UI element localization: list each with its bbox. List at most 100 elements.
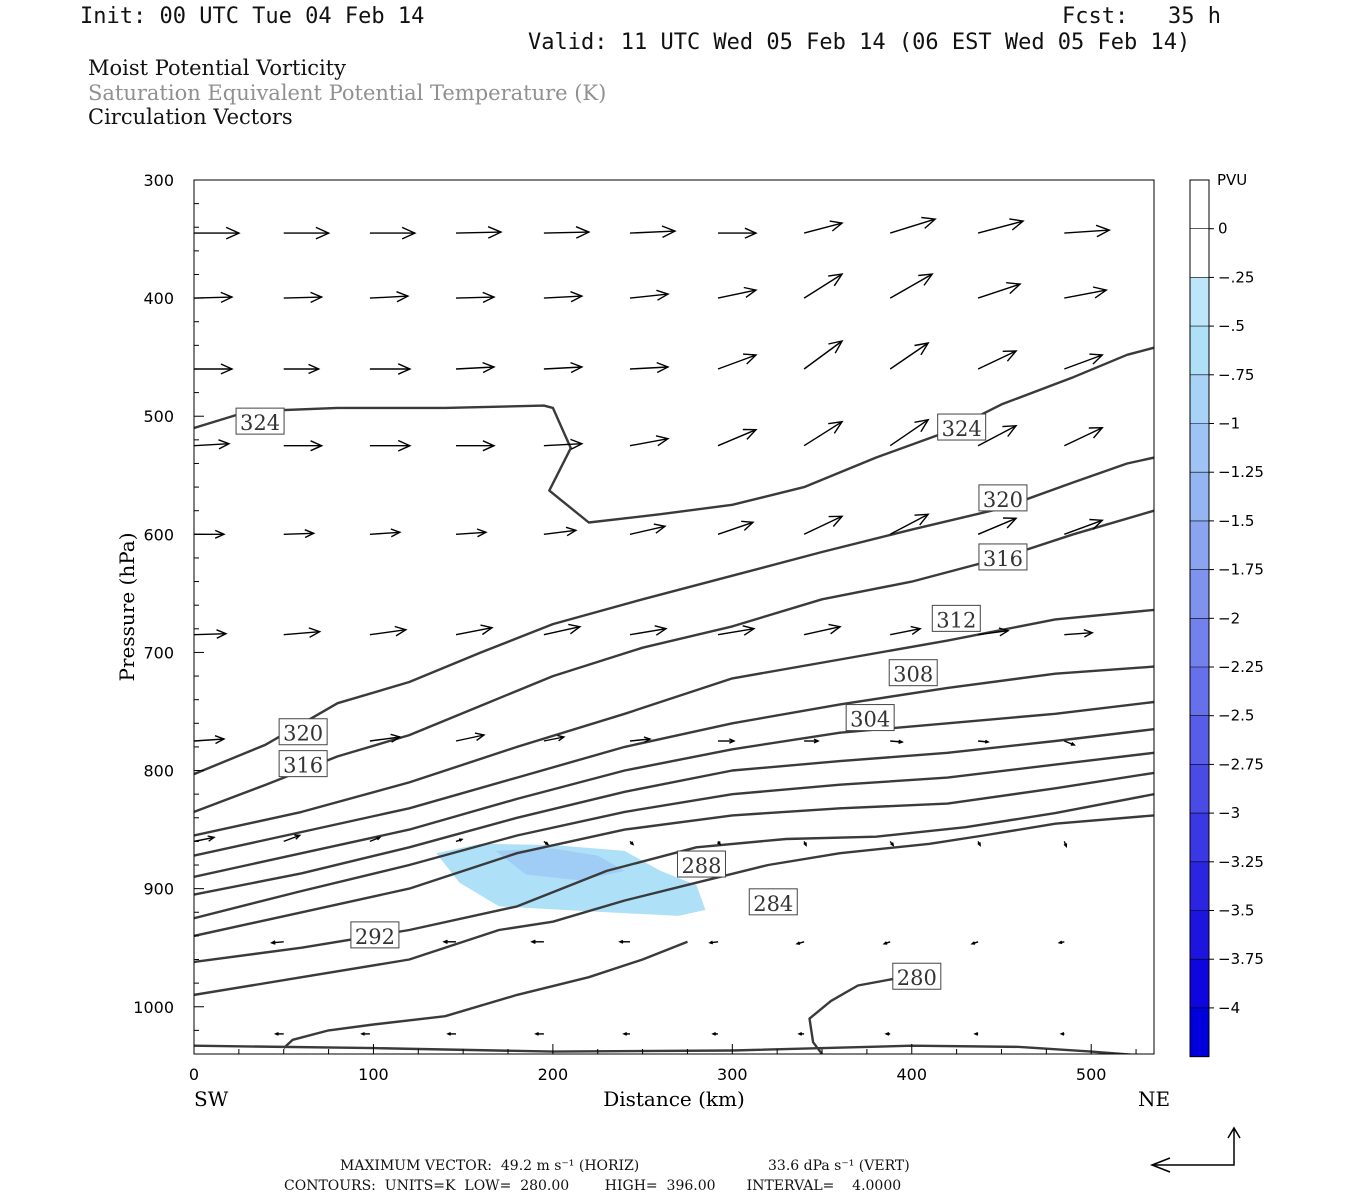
theta-contour-304 <box>194 700 1154 878</box>
colorbar-label: −1 <box>1218 415 1240 433</box>
contour-label-box <box>845 704 895 732</box>
title-theta: Saturation Equivalent Potential Temperat… <box>88 81 607 105</box>
circulation-vector <box>890 628 921 636</box>
colorbar-swatch <box>1190 326 1209 376</box>
circulation-vector <box>889 273 933 299</box>
circulation-vector <box>455 627 493 636</box>
circulation-vector <box>803 273 843 299</box>
circulation-vector <box>977 517 1017 535</box>
title-pv: Moist Potential Vorticity <box>88 56 346 80</box>
circulation-vector-head <box>828 339 844 354</box>
circulation-vector <box>977 283 1021 299</box>
circulation-vector <box>803 515 843 535</box>
circulation-vector-head <box>482 291 496 304</box>
valid-time: Valid: 11 UTC Wed 05 Feb 14 (06 EST Wed … <box>528 30 1191 55</box>
y-axis-label: Pressure (hPa) <box>115 533 139 682</box>
circulation-vector <box>543 626 581 636</box>
circulation-vector <box>978 630 1009 636</box>
circulation-vector <box>889 513 929 535</box>
circulation-vector-head <box>390 733 402 743</box>
circulation-vector-head <box>397 363 412 375</box>
circulation-vector <box>194 836 215 843</box>
colorbar-label: −2 <box>1218 609 1240 627</box>
colorbar-unit: PVU <box>1217 171 1247 189</box>
circulation-vector-head <box>882 941 888 945</box>
circulation-vector <box>543 231 589 234</box>
contour-label-box <box>278 718 328 746</box>
circulation-vector-head <box>729 738 736 744</box>
circulation-vector-head <box>446 1032 451 1036</box>
circulation-vector-head <box>207 835 216 842</box>
circulation-vector-head <box>898 739 904 744</box>
colorbar-label: −.25 <box>1218 268 1254 286</box>
contour-label-284: 284 <box>753 892 793 916</box>
contour-label-box <box>937 413 987 441</box>
circulation-vector-head <box>984 739 990 744</box>
colorbar-swatch <box>1190 374 1209 424</box>
circulation-vector <box>455 231 502 234</box>
contour-label-box <box>278 750 328 778</box>
circulation-vector-head <box>829 220 844 232</box>
colorbar-swatch <box>1190 180 1209 230</box>
circulation-vector-head <box>1057 940 1063 945</box>
circulation-vector <box>369 736 400 742</box>
theta-contour-6 <box>194 728 1154 896</box>
circulation-vector-head <box>977 842 981 847</box>
circulation-vector-head <box>643 736 652 743</box>
circulation-vector-head <box>1063 843 1068 848</box>
colorbar-label: −2.25 <box>1218 658 1264 676</box>
theta-contour-292 <box>194 771 1154 938</box>
colorbar-swatch <box>1190 569 1209 619</box>
init-time: Init: 00 UTC Tue 04 Feb 14 <box>80 4 425 29</box>
colorbar-label: −3.5 <box>1218 902 1254 920</box>
circulation-vector <box>194 633 227 636</box>
colorbar-swatch <box>1190 910 1209 960</box>
colorbar-label: −3 <box>1218 804 1240 822</box>
circulation-vector-head <box>708 940 714 945</box>
circulation-vector-head <box>534 1032 539 1036</box>
contour-label-292: 292 <box>355 925 395 949</box>
circulation-vector-head <box>743 286 758 298</box>
ne-label: NE <box>1138 1087 1170 1111</box>
theta-contour-13 <box>194 1044 1139 1054</box>
circulation-vector-head <box>1059 1032 1065 1036</box>
forecast-hour: Fcst: 35 h <box>1062 4 1221 29</box>
circulation-vector-head <box>914 418 930 433</box>
circulation-vector-head <box>315 226 331 240</box>
circulation-vector <box>1064 740 1075 746</box>
circulation-vector-head <box>622 1032 628 1036</box>
circulation-vector-head <box>310 291 324 304</box>
circulation-vector-head <box>401 226 417 240</box>
colorbar-label: −3.75 <box>1218 950 1264 968</box>
contour-label-320: 320 <box>983 488 1023 512</box>
colorbar-label: 0 <box>1218 220 1228 238</box>
circulation-vector-head <box>1095 224 1112 238</box>
circulation-vector-head <box>482 361 496 374</box>
circulation-vector <box>889 218 936 234</box>
colorbar-swatch <box>1190 959 1209 1009</box>
circulation-vector-head <box>717 841 721 846</box>
contour-label-288: 288 <box>681 854 721 878</box>
circulation-vector-head <box>741 520 755 531</box>
circulation-vector-head <box>629 841 635 846</box>
circulation-vector-head <box>795 941 801 945</box>
circulation-vector <box>629 438 669 447</box>
y-tick-label: 500 <box>143 407 174 426</box>
circulation-vector-head <box>530 939 536 945</box>
colorbar-label: −2.75 <box>1218 755 1264 773</box>
x-axis-label: Distance (km) <box>603 1087 745 1111</box>
colorbar-swatch <box>1190 861 1209 911</box>
circulation-vector-head <box>442 939 448 945</box>
x-tick-label: 100 <box>358 1065 389 1084</box>
sw-label: SW <box>194 1087 229 1111</box>
circulation-vector-head <box>1002 424 1018 437</box>
theta-contour-324 <box>194 346 1154 524</box>
circulation-vector-head <box>216 629 228 639</box>
circulation-vector <box>717 628 755 636</box>
contour-label-324: 324 <box>240 411 280 435</box>
circulation-vector <box>803 340 843 370</box>
theta-contour-12 <box>808 976 904 1054</box>
circulation-vector <box>977 425 1017 447</box>
circulation-vector <box>977 350 1017 370</box>
